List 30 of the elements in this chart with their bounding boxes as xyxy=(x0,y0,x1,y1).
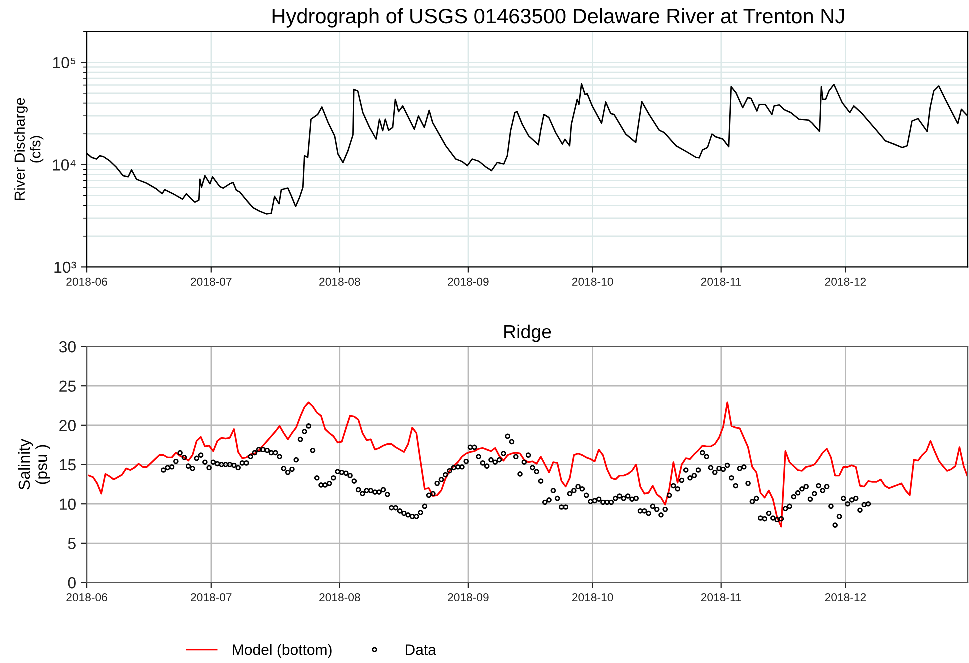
x-tick-label: 2018-11 xyxy=(701,278,742,286)
chart-title: Hydrograph of USGS 01463500 Delaware River at Trenton NJ xyxy=(272,8,844,28)
x-tick-label: 2018-09 xyxy=(448,278,489,286)
legend-label: Data xyxy=(406,644,436,656)
x-tick-label: 2018-06 xyxy=(66,278,108,286)
x-tick-label: 2018-08 xyxy=(320,278,360,286)
x-tick-label: 2018-12 xyxy=(825,278,866,286)
x-tick-label: 2018-07 xyxy=(191,278,232,286)
y-tick-label: 10³ xyxy=(54,262,76,274)
y-tick-label: 10⁴ xyxy=(53,160,76,171)
y-axis-title: River Discharge (cfs) xyxy=(14,98,44,200)
legend-label: Model (bottom) xyxy=(233,644,332,658)
y-tick-label: 5 xyxy=(68,538,76,550)
x-tick-label: 2018-10 xyxy=(572,593,614,602)
y-axis-title: Salinity (psu ) xyxy=(18,439,50,490)
y-tick-label: 0 xyxy=(68,577,76,589)
x-tick-label: 2018-12 xyxy=(825,593,866,602)
y-tick-label: 30 xyxy=(59,341,76,353)
y-tick-label: 20 xyxy=(60,420,76,432)
y-tick-label: 10 xyxy=(60,498,76,510)
y-tick-label: 15 xyxy=(60,460,76,471)
chart-title: Ridge xyxy=(504,324,552,342)
x-tick-label: 2018-08 xyxy=(320,593,360,602)
x-tick-label: 2018-07 xyxy=(191,593,232,602)
x-tick-label: 2018-09 xyxy=(448,593,489,602)
x-tick-label: 2018-11 xyxy=(701,593,742,602)
x-tick-label: 2018-06 xyxy=(66,593,108,602)
y-tick-label: 10⁵ xyxy=(53,57,76,69)
x-tick-label: 2018-10 xyxy=(572,278,614,286)
y-tick-label: 25 xyxy=(60,380,76,392)
